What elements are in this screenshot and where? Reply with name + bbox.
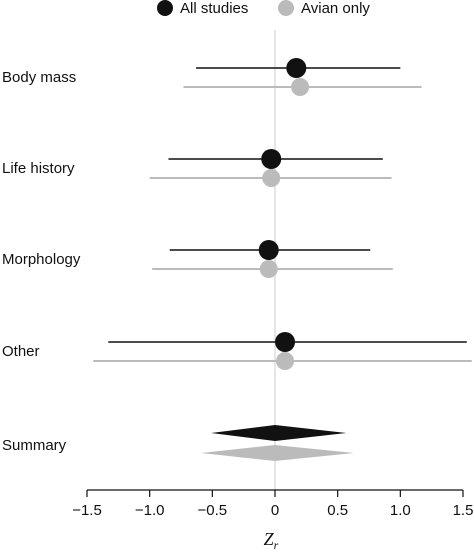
summary-avian-diamond — [201, 445, 354, 461]
legend-label-0: All studies — [180, 0, 248, 17]
x-axis: −1.5 −1.0 −0.5 0 0.5 1.0 1.5 — [72, 489, 474, 519]
avian-point-1 — [262, 169, 281, 187]
summary-all-diamond — [211, 425, 347, 441]
x-tick-label-5: 1.0 — [390, 502, 411, 519]
row-label-2: Morphology — [2, 251, 81, 268]
summary-label: Summary — [2, 437, 67, 454]
all-point-1 — [261, 149, 282, 169]
x-tick-label-1: −1.0 — [135, 502, 165, 519]
avian-point-3 — [276, 352, 295, 370]
x-axis-label: Zr — [264, 529, 279, 552]
row-label-3: Other — [2, 343, 40, 360]
x-tick-label-6: 1.5 — [453, 502, 474, 519]
all-point-2 — [258, 240, 279, 260]
legend-label-1: Avian only — [301, 0, 370, 17]
avian-point-0 — [291, 78, 310, 96]
summary-row: Summary — [2, 425, 354, 461]
avian-point-2 — [259, 260, 278, 278]
legend: All studies Avian only — [157, 0, 370, 17]
row-label-0: Body mass — [2, 69, 76, 86]
all-point-3 — [275, 332, 296, 352]
row-label-1: Life history — [2, 160, 75, 177]
x-tick-label-0: −1.5 — [72, 502, 102, 519]
legend-marker-1 — [278, 0, 294, 16]
legend-marker-0 — [157, 0, 173, 16]
x-tick-label-4: 0.5 — [327, 502, 348, 519]
x-tick-label-2: −0.5 — [198, 502, 228, 519]
x-tick-label-3: 0 — [271, 502, 279, 519]
all-point-0 — [286, 58, 307, 78]
study-rows: Body mass Life history Morphology Other — [2, 58, 472, 370]
